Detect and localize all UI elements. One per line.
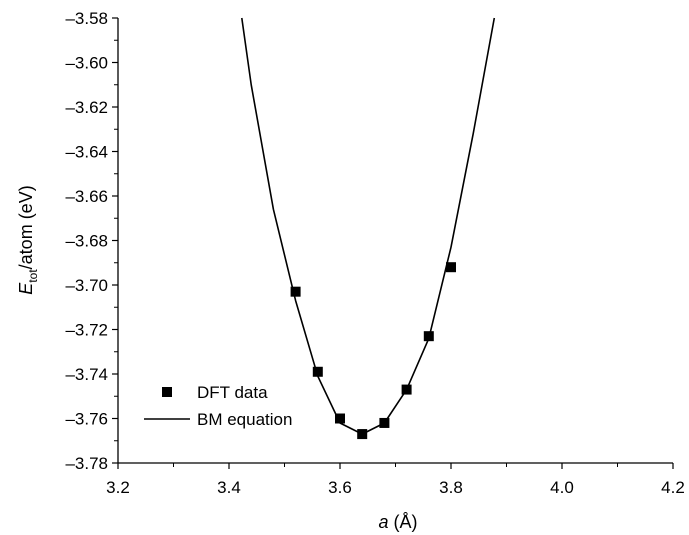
dft-data-point — [401, 384, 412, 395]
x-tick-label: 3.6 — [328, 478, 352, 497]
legend-label-bm-equation: BM equation — [197, 410, 292, 429]
legend: DFT data BM equation — [144, 383, 292, 429]
x-tick-label: 4.2 — [661, 478, 685, 497]
y-tick-label: –3.66 — [65, 187, 108, 206]
x-axis-label: a (Å) — [378, 512, 417, 532]
y-tick-label: –3.64 — [65, 143, 108, 162]
dft-data-point — [423, 331, 434, 342]
x-tick-label: 3.4 — [217, 478, 241, 497]
y-axis-label: Etot/atom (eV) — [16, 185, 40, 294]
x-tick-label: 3.2 — [106, 478, 130, 497]
bm-equation-series — [241, 17, 496, 435]
dft-data-point — [446, 262, 456, 273]
x-tick-label: 4.0 — [550, 478, 574, 497]
y-tick-label: –3.72 — [65, 321, 108, 340]
y-tick-label: –3.70 — [65, 276, 108, 295]
dft-data-point — [335, 413, 345, 424]
legend-marker-dft-data — [162, 387, 172, 397]
dft-data-point — [357, 429, 368, 440]
dft-data-point — [290, 286, 301, 297]
y-tick-label: –3.68 — [65, 232, 108, 251]
y-tick-label: –3.78 — [65, 454, 108, 473]
y-tick-label: –3.74 — [65, 365, 108, 384]
dft-data-point — [379, 417, 390, 428]
dft-data-series — [290, 262, 456, 440]
legend-label-dft-data: DFT data — [197, 383, 268, 402]
axes: 3.2 3.4 3.6 3.8 4.0 4.2 –3.58 –3.60 –3.62 –3.64 –3… — [65, 9, 684, 497]
y-tick-label: –3.62 — [65, 98, 108, 117]
y-tick-label: –3.76 — [65, 410, 108, 429]
y-tick-label: –3.58 — [65, 9, 108, 28]
y-tick-label: –3.60 — [65, 54, 108, 73]
bm-equation-line — [241, 17, 496, 435]
dft-data-point — [312, 366, 323, 377]
x-tick-label: 3.8 — [439, 478, 463, 497]
